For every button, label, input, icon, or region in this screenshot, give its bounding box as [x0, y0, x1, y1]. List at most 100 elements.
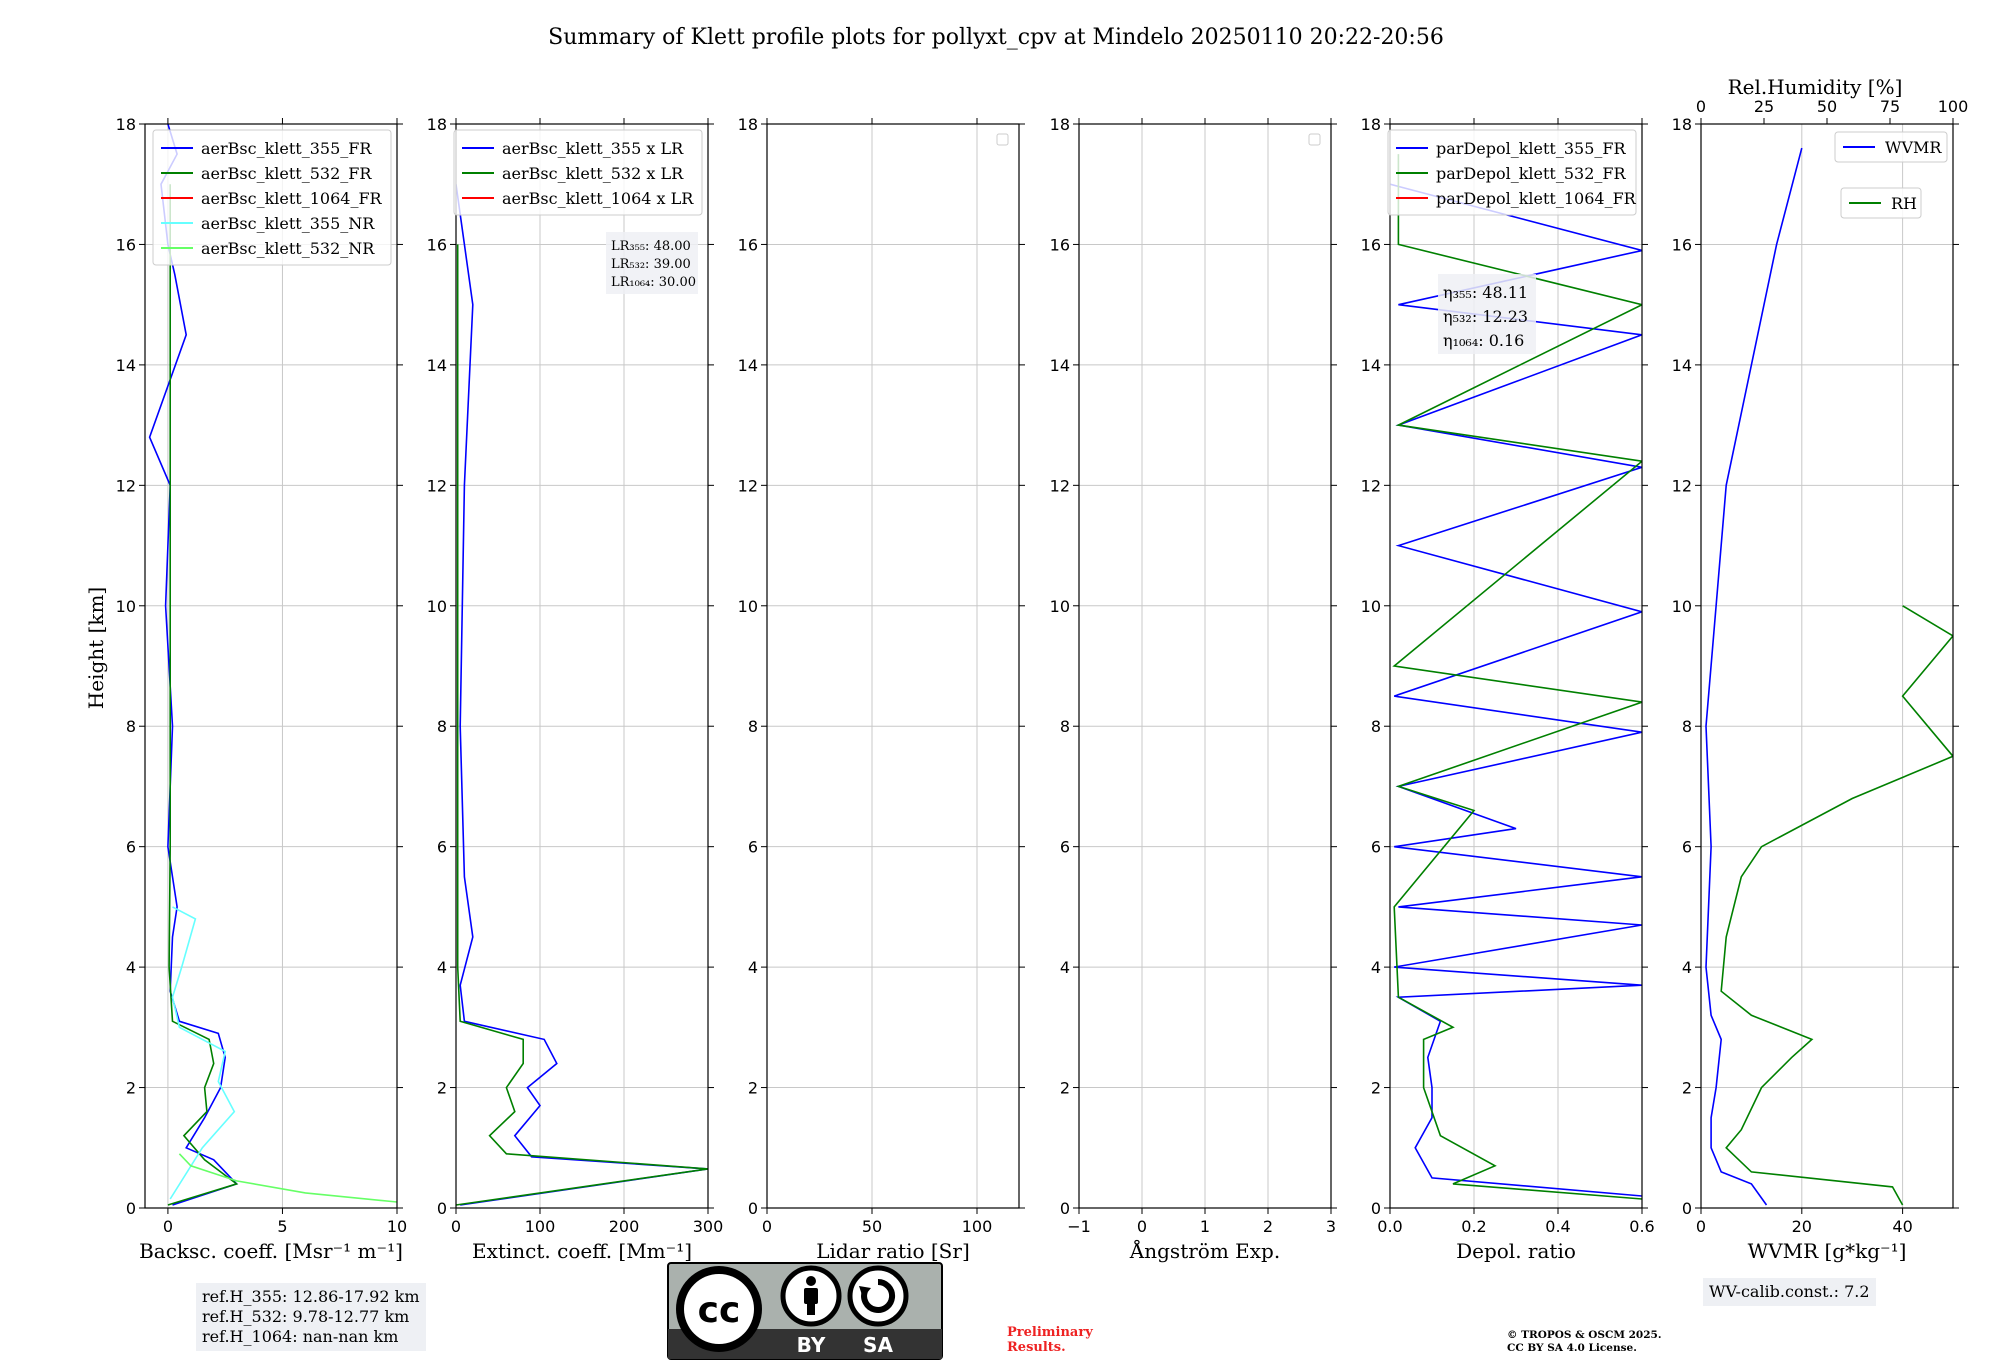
legend-label: parDepol_klett_532_FR — [1436, 164, 1627, 183]
copyright-line-2: CC BY SA 4.0 License. — [1507, 1342, 1637, 1354]
x-tick-label: 0 — [1137, 1217, 1147, 1236]
x-axis-label: WVMR [g*kg⁻¹] — [1748, 1239, 1907, 1263]
x-axis-label: Ångström Exp. — [1129, 1238, 1280, 1263]
y-tick-label: 2 — [748, 1079, 758, 1098]
y-tick-label: 16 — [738, 235, 758, 254]
y-tick-label: 0 — [1682, 1199, 1692, 1218]
top-axis-label: Rel.Humidity [%] — [1728, 75, 1903, 99]
legend-label: aerBsc_klett_532_NR — [201, 239, 375, 258]
panel-depol: 0 2 4 6 8 10 12 14 16 18 0.0 0.2 0.4 0.6 Depol. ratio p… — [1361, 115, 1655, 1263]
y-tick-label: 8 — [1371, 717, 1381, 736]
y-tick-label: 2 — [437, 1079, 447, 1098]
series-line-pardepol-klett-355-fr — [1390, 183, 1642, 1197]
x-tick-label: 10 — [387, 1217, 407, 1236]
annotation-text: η₅₃₂: 12.23 — [1443, 307, 1528, 326]
y-tick-label: 14 — [1672, 356, 1692, 375]
reference-heights-box: ref.H_355: 12.86-17.92 km ref.H_532: 9.7… — [196, 1283, 426, 1351]
x-tick-label: 1 — [1200, 1217, 1210, 1236]
axes-frame — [1389, 123, 1643, 1209]
y-tick-label: 14 — [1050, 356, 1070, 375]
y-tick-label: 16 — [1361, 235, 1381, 254]
y-tick-label: 14 — [738, 356, 758, 375]
svg-text:cc: cc — [698, 1290, 741, 1331]
y-tick-label: 0 — [126, 1199, 136, 1218]
wv-calib-box: WV-calib.const.: 7.2 — [1703, 1278, 1876, 1306]
y-tick-label: 6 — [126, 838, 136, 857]
top-x-tick-label: 100 — [1938, 97, 1969, 116]
annotation-text: LR₅₃₂: 39.00 — [611, 257, 691, 272]
legend-label: aerBsc_klett_355 x LR — [502, 139, 684, 158]
y-tick-label: 18 — [1361, 115, 1381, 134]
series-line-rh — [1720, 605, 1953, 1206]
y-tick-label: 4 — [437, 958, 447, 977]
x-tick-label: 0.6 — [1629, 1217, 1654, 1236]
legend-label: aerBsc_klett_532 x LR — [502, 164, 684, 183]
x-tick-label: 100 — [525, 1217, 556, 1236]
annotation-text: LR₃₅₅: 48.00 — [611, 239, 691, 254]
x-axis-label: Lidar ratio [Sr] — [816, 1239, 970, 1263]
y-tick-label: 18 — [738, 115, 758, 134]
annotation-text: η₁₀₆₄: 0.16 — [1443, 331, 1524, 350]
y-tick-label: 6 — [437, 838, 447, 857]
x-tick-label: 3 — [1326, 1217, 1336, 1236]
panel-lidar_ratio: 0 2 4 6 8 10 12 14 16 18 0 50 100 Lidar ratio [Sr] — [738, 115, 1025, 1263]
legend-label: WVMR — [1885, 138, 1942, 157]
series-line-aerbsc-klett-355-fr — [148, 124, 239, 1206]
x-axis-label: Extinct. coeff. [Mm⁻¹] — [472, 1239, 692, 1263]
legend-box — [453, 129, 703, 216]
cc-license-badge: cc BY SA — [667, 1262, 943, 1360]
wv-calib-text: WV-calib.const.: 7.2 — [1709, 1282, 1870, 1301]
copyright-note: © TROPOS & OSCM 2025. CC BY SA 4.0 Licen… — [1507, 1329, 1662, 1355]
y-tick-label: 2 — [1371, 1079, 1381, 1098]
copyright-line-1: © TROPOS & OSCM 2025. — [1507, 1329, 1662, 1341]
y-tick-label: 4 — [1060, 958, 1070, 977]
y-tick-label: 14 — [427, 356, 447, 375]
y-tick-label: 10 — [1050, 597, 1070, 616]
y-tick-label: 12 — [1050, 476, 1070, 495]
y-tick-label: 4 — [1682, 958, 1692, 977]
top-x-tick-label: 50 — [1817, 97, 1837, 116]
annotation-box — [606, 232, 698, 294]
axes-frame — [766, 123, 1020, 1209]
y-tick-label: 18 — [116, 115, 136, 134]
y-tick-label: 16 — [427, 235, 447, 254]
by-label: BY — [797, 1333, 826, 1357]
y-tick-label: 16 — [1050, 235, 1070, 254]
ref-height-1064: ref.H_1064: nan-nan km — [202, 1327, 399, 1346]
sa-label: SA — [863, 1333, 893, 1357]
legend-label: aerBsc_klett_532_FR — [201, 164, 372, 183]
y-tick-label: 8 — [437, 717, 447, 736]
x-tick-label: 20 — [1792, 1217, 1812, 1236]
x-tick-label: 200 — [609, 1217, 640, 1236]
x-tick-label: 50 — [862, 1217, 882, 1236]
top-x-tick-label: 25 — [1754, 97, 1774, 116]
y-tick-label: 10 — [738, 597, 758, 616]
y-tick-label: 16 — [1672, 235, 1692, 254]
y-tick-label: 6 — [1060, 838, 1070, 857]
y-tick-label: 4 — [126, 958, 136, 977]
y-tick-label: 6 — [1371, 838, 1381, 857]
y-tick-label: 10 — [427, 597, 447, 616]
panel-backscatter: 0 2 4 6 8 10 12 14 16 18 0 5 10 Backsc. coeff. [Msr⁻¹… — [116, 115, 408, 1263]
preliminary-note: Preliminary Results. — [1007, 1325, 1093, 1355]
axes-frame — [455, 123, 709, 1209]
top-x-tick-label: 75 — [1880, 97, 1900, 116]
y-tick-label: 18 — [1672, 115, 1692, 134]
x-tick-label: −1 — [1067, 1217, 1091, 1236]
y-tick-label: 10 — [116, 597, 136, 616]
top-x-tick-label: 0 — [1696, 97, 1706, 116]
y-tick-label: 6 — [1682, 838, 1692, 857]
x-tick-label: 0 — [762, 1217, 772, 1236]
x-tick-label: 0 — [451, 1217, 461, 1236]
legend-label: aerBsc_klett_1064 x LR — [502, 189, 694, 208]
series-line-aerbsc-klett-355-x-lr — [456, 184, 708, 1206]
y-tick-label: 0 — [437, 1199, 447, 1218]
series-line-aerbsc-klett-532-nr — [178, 1153, 397, 1203]
annotation-text: LR₁₀₆₄: 30.00 — [611, 275, 696, 290]
y-tick-label: 2 — [126, 1079, 136, 1098]
y-tick-label: 12 — [738, 476, 758, 495]
y-tick-label: 12 — [1672, 476, 1692, 495]
y-tick-label: 14 — [116, 356, 136, 375]
